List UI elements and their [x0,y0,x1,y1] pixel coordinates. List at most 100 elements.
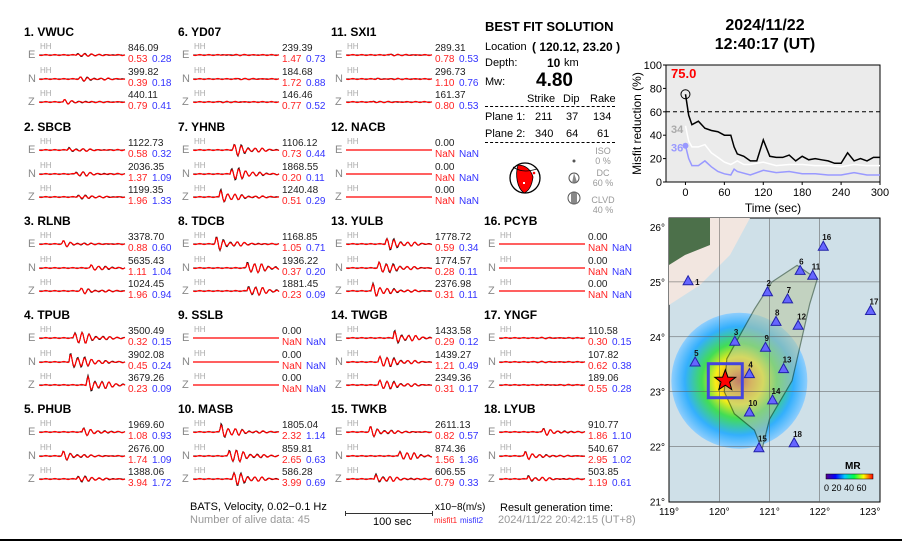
station-map: 119° 120° 121° 122° 123°26°25°24°23°22°21°1 2… [650,217,881,518]
waveform-trace [346,354,433,367]
synthetic-trace [193,237,280,252]
peak-amplitude: 586.28 [282,467,313,478]
misfit2-value: 0.69 [306,478,326,489]
station-triangle-icon [817,240,830,251]
channel-label: HH [347,278,359,287]
synthetic-trace [39,287,126,295]
peak-amplitude: 846.09 [128,43,159,54]
synthetic-trace [346,473,433,482]
misfit1-value: NaN [282,384,303,395]
station-title: 3. RLNB [24,214,71,228]
misfit2-value: 0.61 [612,478,632,489]
misfit1-value: 0.32 [128,337,148,348]
misfit2-value: 0.15 [152,337,172,348]
misfit2-value: 0.33 [459,478,479,489]
waveform-trace [39,170,126,177]
peak-amplitude: 146.46 [282,90,313,101]
station-title: 17. YNGF [484,308,538,322]
beachball-icon [509,162,541,194]
peak-amplitude: 1868.55 [282,161,319,173]
misfit1-value: 1.05 [282,243,302,254]
misfit2-value: 0.41 [152,101,172,112]
misfit2-value: 0.28 [152,54,172,65]
misfit2-value: 1.02 [612,454,632,466]
channel-label: HH [40,231,52,240]
component-label: Z [28,96,35,108]
channel-label: HH [194,42,206,51]
misfit1-value: 0.20 [282,172,302,184]
synthetic-trace [193,472,279,486]
synthetic-trace [39,475,126,482]
best-solution-marker [680,89,691,100]
synthetic-trace [39,75,126,82]
synthetic-trace [39,147,126,152]
misfit1-value: 1.86 [588,431,608,442]
misfit1-value: 2.65 [282,454,302,466]
waveform-trace [193,337,279,339]
peak-amplitude: 2676.00 [128,443,165,455]
peak-amplitude: 859.81 [282,443,313,455]
misfit2-value: 0.09 [306,290,326,301]
misfit2-value: 1.33 [152,196,172,207]
synthetic-trace [346,100,433,104]
component-label: N [335,449,343,462]
misfit1-value: 0.23 [282,290,302,301]
station-number-label: 15 [758,435,767,444]
misfit2-value: 1.14 [306,431,326,442]
misfit2-value: 1.04 [152,266,172,278]
synthetic-trace [193,449,280,463]
misfit2-value: 0.24 [152,360,172,372]
depth-value: 10 [547,56,561,70]
synthetic-trace [499,428,586,437]
lat-tick-label: 23° [650,388,665,399]
station-triangle-icon [728,335,741,346]
component-label: E [182,238,190,250]
synthetic-trace [346,426,433,438]
station-triangle-icon [777,362,790,374]
component-label: Z [335,285,342,297]
channel-label: HH [194,348,206,358]
channel-label: HH [347,231,359,240]
waveform-trace [193,236,280,252]
station-triangle-icon [770,315,782,326]
component-label: N [28,261,36,274]
component-label: N [182,72,190,85]
station-triangle-icon [753,441,765,453]
component-label: Z [182,96,189,108]
misfit1-value: 0.58 [128,149,148,160]
channel-label: HH [40,89,52,98]
channel-label: HH [500,372,512,381]
misfit2-value: NaN [459,172,480,184]
channel-label: HH [40,466,52,475]
peak-amplitude: 1168.85 [282,232,318,243]
misfit2-value: 0.49 [459,360,479,372]
station-triangle-icon [794,264,807,275]
station-title: 10. MASB [178,402,234,416]
misfit1-value: 0.45 [128,360,148,372]
legend-misfit1: misfit1 [434,516,458,525]
lon-tick-label: 119° [659,507,679,518]
station-number-label: 10 [748,399,757,408]
misfit1-value: 3.94 [128,478,148,489]
station-number-label: 16 [822,233,831,242]
misfit1-value: NaN [435,196,456,207]
component-label: E [335,332,343,344]
waveform-trace [499,360,586,363]
misfit1-value: NaN [435,172,456,184]
component-label: Z [182,473,189,485]
misfit1-value: 2.32 [282,431,302,442]
table-divider [485,142,615,143]
synthetic-trace [39,353,126,368]
misfit2-value: 0.12 [459,337,479,348]
channel-label: HH [347,184,359,193]
station-number-label: 8 [775,308,780,317]
synthetic-trace [39,263,126,271]
waveform-trace [499,290,585,292]
x-tick-label: 60 [718,187,730,199]
misfit1-value: 0.79 [128,101,148,112]
waveform-trace [193,360,279,363]
station-number-label: 1 [695,278,700,287]
waveform-trace [499,243,585,245]
component-label: E [28,332,36,344]
station-title: 16. PCYB [484,214,538,228]
